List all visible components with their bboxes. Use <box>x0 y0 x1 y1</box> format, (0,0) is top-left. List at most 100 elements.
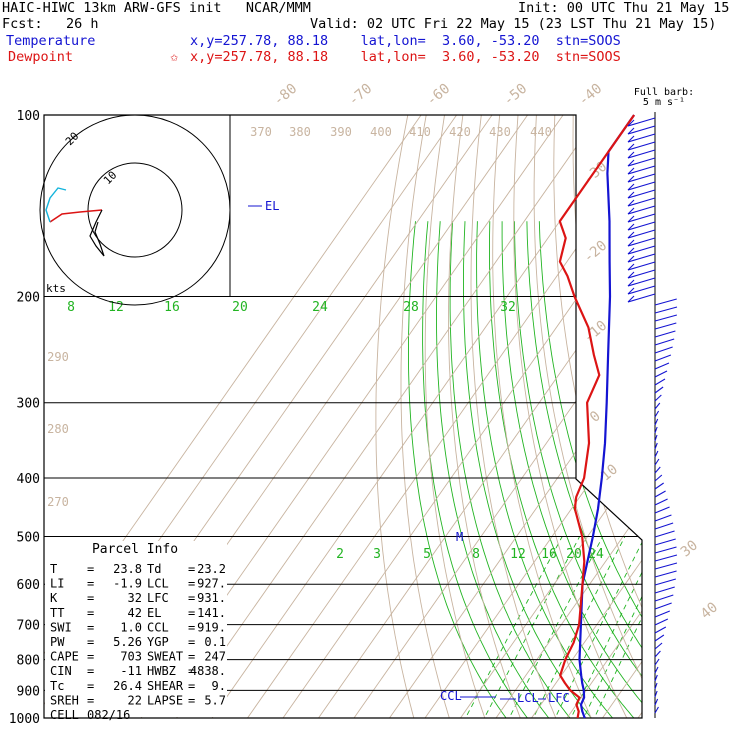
wind-barb <box>627 197 656 207</box>
parcel-param-value: -1.9 <box>113 577 142 591</box>
parcel-param-value: 247 <box>204 650 226 664</box>
valid-time: Valid: 02 UTC Fri 22 May 15 (23 LST Thu … <box>310 16 717 32</box>
theta-tick-label: 430 <box>489 125 511 139</box>
dewpoint-profile <box>558 114 636 719</box>
parcel-param-name: YGP <box>147 635 169 649</box>
parcel-param-name: SWEAT <box>147 650 183 664</box>
wind-barb-flag <box>627 215 635 223</box>
wind-barb <box>654 402 661 410</box>
parcel-param-name: CCL <box>147 620 169 634</box>
hodograph-low-level-trace <box>49 209 103 223</box>
wind-barb <box>627 205 656 215</box>
mixing-ratio-line <box>458 536 563 718</box>
parcel-param-equals: = <box>87 606 94 620</box>
dry-adiabat-line <box>647 115 740 731</box>
wind-barb <box>627 253 656 263</box>
parcel-param-equals: = <box>87 620 94 634</box>
parcel-param-name: HWBZ <box>147 664 176 678</box>
wind-barb-flag <box>627 247 635 255</box>
wind-barb <box>654 626 667 634</box>
parcel-param-equals: = <box>188 620 195 634</box>
parcel-param-value: 0.1 <box>204 635 226 649</box>
isotherm-tick-label: -80 <box>271 81 301 110</box>
mixing-ratio-tick-label: 28 <box>403 300 419 315</box>
parcel-param-equals: = <box>188 693 195 707</box>
wind-barb <box>654 570 677 578</box>
dry-adiabat-line <box>553 115 642 718</box>
parcel-param-name: LCL <box>147 577 169 591</box>
wind-barb <box>627 157 656 167</box>
wind-barb <box>654 610 670 618</box>
parcel-param-name: T <box>50 562 57 576</box>
isotherm-tick-label: -50 <box>501 81 531 110</box>
wind-barb-flag <box>627 151 635 159</box>
parcel-param-value: 919. <box>197 620 226 634</box>
wind-barb <box>654 514 672 522</box>
lcl-label: LCL <box>517 691 539 705</box>
wind-barb <box>654 498 668 506</box>
parcel-param-equals: = <box>188 562 195 576</box>
wind-barb <box>627 141 656 151</box>
parcel-param-name: SWI <box>50 620 72 634</box>
mixing-ratio-tick-label: 16 <box>541 547 557 562</box>
isotherm-line <box>593 115 642 718</box>
theta-tick-label: 280 <box>47 422 69 436</box>
mixing-ratio-tick-label: 8 <box>67 300 75 315</box>
hodograph-upper-trace <box>89 209 105 257</box>
hodograph-units-label: kts <box>46 282 66 295</box>
wind-barb-flag <box>627 183 635 191</box>
wind-barb-flag <box>627 191 635 199</box>
wind-barb <box>627 221 656 231</box>
parcel-param-value: 1.0 <box>120 620 142 634</box>
pressure-tick-label: 700 <box>17 619 40 634</box>
wind-barb <box>654 354 672 362</box>
parcel-param-equals: = <box>87 664 94 678</box>
dewpoint-star-icon: ✩ <box>170 49 179 65</box>
wind-barb <box>654 346 673 354</box>
wind-barb <box>627 277 656 287</box>
wind-barb <box>654 602 672 610</box>
wind-barb <box>627 173 656 183</box>
isotherm-tick-label: 30 <box>678 537 701 560</box>
pressure-tick-label: 200 <box>17 291 40 306</box>
wind-barb <box>654 442 658 450</box>
isotherm-line <box>273 115 642 718</box>
mixing-ratio-line <box>564 536 642 718</box>
level-annotations: EL M CCL LCL LFC <box>248 199 570 705</box>
isotherm-line <box>486 115 642 718</box>
parcel-param-value: -11 <box>120 664 142 678</box>
plot-border <box>43 114 643 719</box>
wind-barb <box>627 117 656 127</box>
barb-legend-units: 5 m s⁻¹ <box>643 97 685 108</box>
pressure-tick-label: 500 <box>17 530 40 545</box>
parcel-param-equals: = <box>188 577 195 591</box>
wind-barb <box>654 314 677 322</box>
temperature-legend-label: Temperature <box>6 33 96 49</box>
parcel-param-equals: = <box>87 577 94 591</box>
dry-adiabat-line <box>533 115 642 718</box>
wind-barb-flag <box>627 255 635 263</box>
theta-tick-label: 400 <box>370 125 392 139</box>
sounding-header: HAIC-HIWC 13km ARW-GFS init NCAR/MMM Ini… <box>0 0 740 65</box>
wind-barb <box>654 634 665 642</box>
isotherm-line <box>557 115 642 718</box>
mixing-ratio-tick-label: 2 <box>336 547 344 562</box>
isotherm-line <box>167 115 599 718</box>
parcel-param-name: SREH <box>50 693 79 707</box>
mixing-ratio-tick-label: 24 <box>588 547 604 562</box>
wind-barb <box>654 594 674 602</box>
parcel-param-value: 931. <box>197 591 226 605</box>
wind-barb <box>654 674 658 682</box>
pressure-tick-label: 400 <box>17 472 40 487</box>
dewpoint-location: x,y=257.78, 88.18 lat,lon= 3.60, -53.20 … <box>190 49 621 65</box>
forecast-hour: 26 h <box>66 16 99 32</box>
parcel-param-equals: = <box>188 679 195 693</box>
parcel-param-equals: = <box>87 693 94 707</box>
wind-barb-flag <box>627 295 635 303</box>
wind-barb <box>654 322 677 330</box>
wind-barb <box>627 181 656 191</box>
parcel-param-value: 23.2 <box>197 562 226 576</box>
wind-barb <box>627 269 656 279</box>
